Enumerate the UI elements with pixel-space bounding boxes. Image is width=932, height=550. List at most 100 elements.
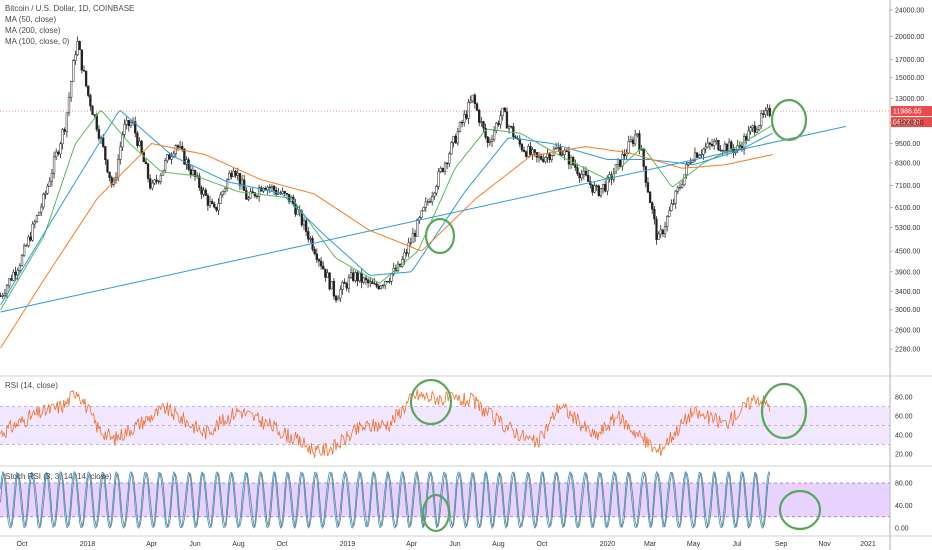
candle [657, 233, 660, 240]
candle [330, 280, 333, 290]
candle [228, 172, 231, 180]
candle [465, 114, 468, 119]
candle [349, 272, 353, 278]
candle [616, 159, 620, 165]
candle [723, 143, 727, 151]
candle [317, 259, 321, 262]
candle [8, 278, 11, 286]
time-axis[interactable]: Oct 2018 Apr Jun Aug Oct 2019 Apr Jun Aug Oct 2020 M… [17, 541, 876, 548]
candle [492, 130, 496, 140]
candle [510, 126, 513, 128]
candle [127, 120, 130, 127]
candle [170, 156, 173, 160]
candle [360, 272, 363, 283]
candle [80, 49, 83, 71]
candle [563, 150, 566, 155]
legend-ma-50[interactable]: MA (50, close) [5, 15, 57, 24]
candle [725, 143, 729, 152]
candle [153, 179, 156, 184]
candle [642, 149, 645, 167]
candle [364, 277, 368, 281]
candle [678, 186, 682, 189]
candle [736, 144, 739, 150]
candle [296, 209, 299, 215]
candle [29, 236, 32, 241]
candle [533, 149, 536, 153]
ma-line [0, 142, 773, 349]
candle [666, 216, 669, 228]
candle [490, 139, 494, 142]
candle [151, 182, 154, 189]
candle [163, 160, 167, 171]
candle [174, 145, 177, 155]
legend-ma-100[interactable]: MA (100, close, 0) [5, 37, 70, 46]
candle [166, 154, 169, 161]
candle [439, 167, 442, 172]
candle [501, 107, 504, 117]
rsi-tick-label: 60.00 [895, 414, 913, 421]
candle [181, 145, 184, 150]
candle [676, 187, 680, 192]
candle [450, 142, 453, 155]
candle [223, 188, 227, 192]
candle [484, 127, 487, 138]
candle [719, 149, 722, 152]
candle [371, 281, 374, 285]
highlight-circle [421, 493, 451, 533]
candle [668, 210, 671, 217]
highlight-circle [424, 217, 456, 255]
legend-rsi[interactable]: RSI (14, close) [5, 381, 58, 390]
candle [210, 201, 214, 204]
candle [437, 171, 440, 187]
candles [0, 36, 771, 303]
candle [281, 191, 284, 194]
time-tick-label: Jun [449, 541, 460, 548]
candle [631, 139, 635, 145]
candle [52, 156, 56, 174]
candle [420, 210, 423, 218]
candle [328, 272, 331, 290]
candle [691, 160, 694, 163]
candle [61, 129, 64, 145]
candle [435, 186, 438, 194]
candle [234, 171, 237, 176]
candle [12, 271, 15, 281]
candle [270, 186, 274, 189]
price-legend: Bitcoin / U.S. Dollar, 1D, COINBASE MA (… [5, 4, 134, 48]
candle [695, 152, 699, 158]
candle [674, 190, 677, 204]
candle [655, 218, 658, 240]
candle [373, 283, 376, 285]
candle [134, 121, 137, 134]
candle [206, 195, 210, 206]
candle [191, 170, 195, 175]
candle [266, 186, 269, 191]
candle [268, 186, 271, 189]
candle [178, 145, 182, 148]
candle [366, 279, 370, 284]
time-tick-label: Apr [406, 541, 418, 548]
candle [580, 174, 583, 179]
legend-ma-200[interactable]: MA (200, close) [5, 26, 61, 35]
stoch-tick-label: 40.00 [895, 503, 913, 510]
rsi-panel [0, 389, 890, 459]
candle [762, 113, 765, 115]
candle [215, 206, 218, 211]
time-tick-label: Sep [775, 541, 788, 548]
candle [601, 183, 605, 189]
candle [55, 151, 58, 158]
legend-stoch-rsi[interactable]: Stoch RSI (3, 3, 14, 14, close) [5, 472, 112, 481]
rsi-line [0, 389, 771, 459]
candle [232, 171, 235, 177]
candle [225, 179, 229, 189]
stoch-legend: Stoch RSI (3, 3, 14, 14, close) [5, 472, 112, 483]
candle [247, 197, 250, 200]
price-axis[interactable]: 11986.65 06:23:20 24000.00 20000.00 17000.00… [890, 8, 932, 533]
candle [37, 212, 41, 216]
candle [140, 140, 143, 153]
candle [713, 141, 716, 146]
candle [619, 159, 622, 167]
time-tick-label: 2020 [600, 541, 616, 548]
symbol-title[interactable]: Bitcoin / U.S. Dollar, 1D, COINBASE [5, 4, 135, 13]
